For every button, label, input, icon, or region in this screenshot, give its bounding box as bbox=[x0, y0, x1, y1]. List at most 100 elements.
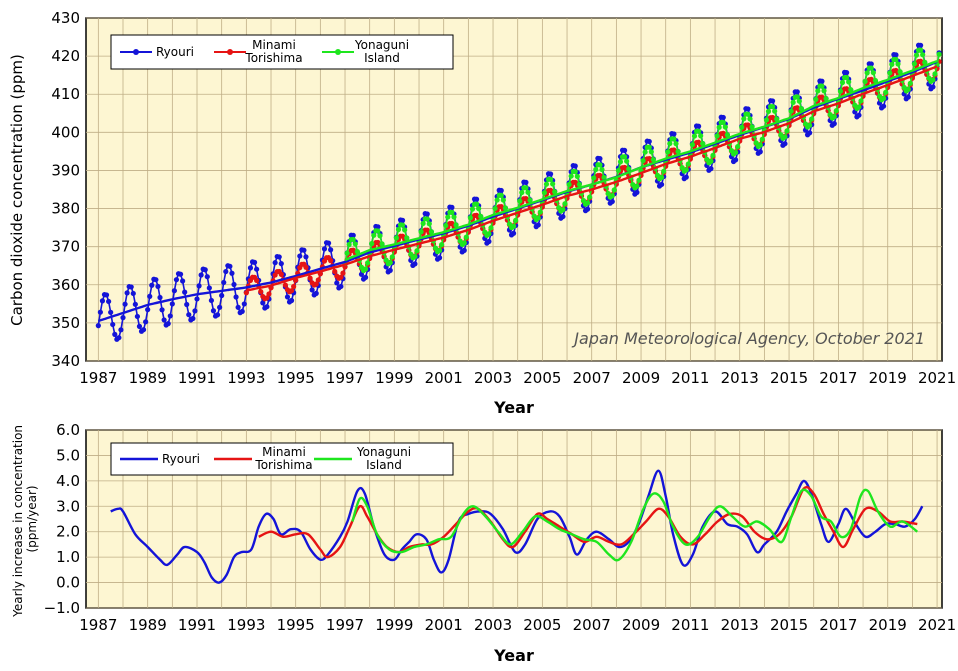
bottom-x-tick-label: 2013 bbox=[721, 616, 759, 634]
top-series-point-yonaguni-island bbox=[502, 205, 508, 211]
top-series-point-ryouri bbox=[930, 84, 936, 90]
top-series-point-yonaguni-island bbox=[473, 201, 480, 207]
top-series-point-ryouri bbox=[634, 189, 640, 195]
top-series-point-minami-torishima bbox=[282, 282, 289, 288]
top-series-point-yonaguni-island bbox=[476, 206, 482, 212]
bottom-x-tick-label: 1991 bbox=[178, 616, 216, 634]
top-series-point-ryouri bbox=[807, 130, 813, 136]
top-series-point-ryouri bbox=[202, 267, 208, 273]
yearly-increase-chart: −1.00.01.02.03.04.05.06.0 1987 1989 1991 19… bbox=[11, 421, 956, 665]
top-series-point-yonaguni-island bbox=[765, 108, 772, 114]
top-series-point-yonaguni-island bbox=[911, 61, 918, 67]
top-series-point-ryouri bbox=[186, 312, 192, 318]
top-series-point-ryouri bbox=[108, 309, 114, 315]
top-legend-swatch-dot-minami-torishima bbox=[227, 49, 233, 55]
bottom-y-tick-label: 4.0 bbox=[56, 472, 80, 490]
top-series-point-yonaguni-island bbox=[922, 59, 928, 66]
top-series-point-yonaguni-island bbox=[566, 181, 572, 188]
top-series-point-yonaguni-island bbox=[593, 166, 599, 173]
bottom-legend: Ryouri Minami Torishima Yonaguni Island bbox=[110, 442, 454, 476]
top-series-point-ryouri bbox=[498, 187, 504, 194]
top-series-point-ryouri bbox=[819, 78, 825, 84]
top-series-point-yonaguni-island bbox=[739, 124, 745, 130]
top-series-point-yonaguni-island bbox=[467, 215, 474, 221]
top-series-point-yonaguni-island bbox=[685, 161, 691, 167]
top-trend-line-minami-torishima bbox=[246, 65, 938, 292]
top-series-point-yonaguni-island bbox=[617, 159, 624, 165]
top-series-point-yonaguni-island bbox=[636, 177, 642, 183]
top-series-point-ryouri bbox=[177, 271, 184, 277]
top-series-point-yonaguni-island bbox=[498, 192, 504, 198]
top-series-point-yonaguni-island bbox=[428, 229, 434, 235]
top-series-point-ryouri bbox=[233, 294, 239, 300]
top-legend-label-line: Yonaguni bbox=[354, 38, 409, 52]
top-y-tick-label: 360 bbox=[51, 276, 80, 294]
top-series-point-ryouri bbox=[893, 52, 899, 58]
bottom-series-group bbox=[110, 469, 924, 584]
top-series-point-yonaguni-island bbox=[708, 158, 714, 164]
top-legend-label-minami-torishima: Minami Torishima bbox=[244, 38, 302, 65]
top-y-tick-label: 370 bbox=[51, 238, 80, 256]
top-series-point-yonaguni-island bbox=[698, 133, 704, 139]
top-series-point-yonaguni-island bbox=[591, 175, 597, 181]
bottom-x-tick-label: 2011 bbox=[671, 616, 709, 634]
top-series-point-yonaguni-island bbox=[486, 231, 492, 237]
top-series-point-yonaguni-island bbox=[535, 215, 541, 221]
top-series-point-ryouri bbox=[161, 317, 167, 323]
top-series-point-yonaguni-island bbox=[833, 108, 839, 114]
top-series-point-ryouri bbox=[147, 293, 153, 299]
top-series-point-yonaguni-island bbox=[823, 96, 829, 102]
bottom-legend-box bbox=[110, 442, 454, 476]
top-x-axis-title: Year bbox=[493, 398, 534, 417]
top-legend-swatch-dot-yonaguni-island bbox=[335, 49, 341, 55]
top-series-point-yonaguni-island bbox=[510, 223, 517, 229]
top-series-point-ryouri bbox=[794, 89, 800, 95]
top-series-point-yonaguni-island bbox=[640, 158, 646, 164]
top-series-point-ryouri bbox=[97, 309, 103, 315]
top-series-point-yonaguni-island bbox=[424, 216, 430, 222]
top-series-point-ryouri bbox=[535, 222, 541, 228]
bottom-legend-label-line: Island bbox=[366, 458, 402, 472]
top-x-tick-label: 1995 bbox=[277, 369, 315, 387]
top-x-tick-label: 1987 bbox=[79, 369, 117, 387]
bottom-x-tick-label: 1989 bbox=[129, 616, 167, 634]
top-series-point-yonaguni-island bbox=[621, 154, 628, 160]
top-series-point-ryouri bbox=[219, 292, 225, 299]
bottom-x-tick-label: 2019 bbox=[869, 616, 907, 634]
top-series-point-ryouri bbox=[486, 238, 492, 245]
top-series-point-ryouri bbox=[284, 294, 291, 300]
top-series-point-yonaguni-island bbox=[772, 108, 778, 114]
top-series-point-yonaguni-island bbox=[858, 98, 864, 104]
top-series-point-yonaguni-island bbox=[675, 148, 681, 155]
top-series-point-ryouri bbox=[149, 282, 155, 288]
top-series-point-yonaguni-island bbox=[626, 166, 632, 172]
top-series-point-ryouri bbox=[671, 131, 677, 137]
top-series-point-ryouri bbox=[235, 304, 241, 310]
top-series-point-yonaguni-island bbox=[815, 88, 821, 94]
top-series-point-yonaguni-island bbox=[821, 88, 827, 94]
top-series-point-yonaguni-island bbox=[350, 236, 356, 243]
top-series-point-yonaguni-island bbox=[774, 116, 780, 122]
top-trend-line-yonaguni-island bbox=[344, 59, 938, 262]
top-series-point-minami-torishima bbox=[266, 291, 272, 297]
top-series-point-yonaguni-island bbox=[665, 149, 671, 155]
top-series-point-ryouri bbox=[169, 301, 175, 307]
top-series-point-yonaguni-island bbox=[671, 136, 677, 142]
top-series-point-yonaguni-island bbox=[352, 241, 358, 247]
top-series-point-yonaguni-island bbox=[365, 260, 371, 266]
top-series-point-ryouri bbox=[208, 297, 214, 304]
bottom-x-tick-label: 1995 bbox=[277, 616, 315, 634]
bottom-legend-label-line: Minami bbox=[262, 445, 306, 459]
top-series-point-yonaguni-island bbox=[393, 235, 400, 241]
top-legend: Ryouri Minami Torishima Yonaguni Island bbox=[110, 34, 454, 70]
top-x-tick-label: 2017 bbox=[819, 369, 857, 387]
bottom-x-tick-label: 1997 bbox=[326, 616, 364, 634]
bottom-x-tick-label: 1993 bbox=[227, 616, 265, 634]
top-series-point-yonaguni-island bbox=[346, 241, 352, 248]
top-series-point-yonaguni-island bbox=[784, 128, 790, 134]
top-y-tick-label: 410 bbox=[51, 85, 80, 103]
top-series-point-ryouri bbox=[720, 114, 726, 121]
top-series-point-yonaguni-island bbox=[525, 189, 531, 195]
top-series-point-yonaguni-island bbox=[560, 207, 566, 213]
top-series-point-ryouri bbox=[387, 267, 393, 273]
